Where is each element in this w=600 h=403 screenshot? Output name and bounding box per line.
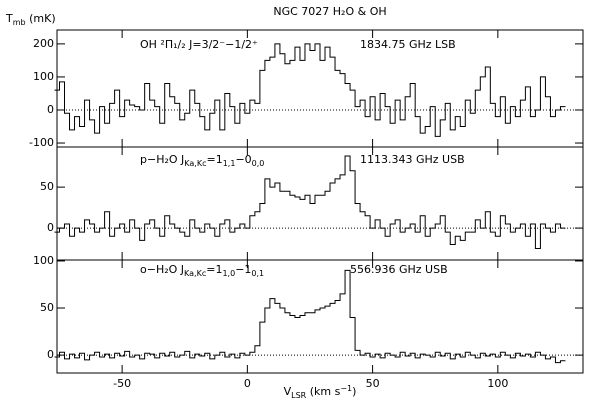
line-label-part: o−H₂O J xyxy=(140,263,184,276)
y-tick-label: 100 xyxy=(33,254,54,267)
line-label-part: 1,1 xyxy=(223,159,236,168)
x-tick-label: -50 xyxy=(113,377,131,390)
band-label: 556.936 GHz USB xyxy=(350,263,448,276)
y-tick-label: -100 xyxy=(29,136,54,149)
x-axis-label-part: −1 xyxy=(340,384,352,393)
line-label-part: =1 xyxy=(206,153,222,166)
x-axis-label: VLSR (km s−1) xyxy=(284,384,357,400)
spectrum xyxy=(54,155,566,250)
y-axis-label-part: mb xyxy=(13,18,26,27)
y-tick-label: 100 xyxy=(33,70,54,83)
y-tick-label: 50 xyxy=(40,180,54,193)
spectrum xyxy=(54,269,566,364)
line-label-part: −0 xyxy=(235,153,251,166)
panel-frame xyxy=(56,146,584,261)
line-label: p−H₂O JKa,Kc=11,1−00,0 xyxy=(140,153,264,168)
band-label: 1113.343 GHz USB xyxy=(360,153,465,166)
spectrum xyxy=(54,43,566,137)
line-label-part: 1,0 xyxy=(222,269,235,278)
x-axis-label-part: LSR xyxy=(291,391,307,400)
x-tick-label: 100 xyxy=(487,377,508,390)
chart-title: NGC 7027 H₂O & OH xyxy=(273,5,386,18)
line-label-part: OH ²Π₁/₂ J=3/2⁻−1/2⁺ xyxy=(140,38,258,51)
line-label-part: p−H₂O J xyxy=(140,153,184,166)
line-label: OH ²Π₁/₂ J=3/2⁻−1/2⁺ xyxy=(140,38,258,51)
x-axis-label-part: V xyxy=(284,385,292,398)
x-tick-label: 0 xyxy=(244,377,251,390)
line-label-part: Ka,Kc xyxy=(184,159,206,168)
y-axis-label: Tmb (mK) xyxy=(5,12,56,27)
y-tick-label: 0 xyxy=(47,103,54,116)
y-axis-label-part: (mK) xyxy=(26,12,56,25)
line-label-part: =1 xyxy=(206,263,222,276)
line-label-part: 0,0 xyxy=(252,159,265,168)
line-label-part: −1 xyxy=(235,263,251,276)
line-label: o−H₂O JKa,Kc=11,0−10,1 xyxy=(140,263,264,278)
panel-frame xyxy=(56,259,584,374)
y-axis-label-part: T xyxy=(5,12,13,25)
line-label-part: Ka,Kc xyxy=(184,269,206,278)
band-label: 1834.75 GHz LSB xyxy=(360,38,456,51)
y-tick-label: 0 xyxy=(47,348,54,361)
y-tick-label: 0 xyxy=(47,221,54,234)
y-tick-label: 50 xyxy=(40,301,54,314)
x-axis-label-part: (km s xyxy=(306,385,340,398)
y-tick-label: 200 xyxy=(33,37,54,50)
x-tick-label: 50 xyxy=(366,377,380,390)
x-axis-label-part: ) xyxy=(352,385,356,398)
line-label-part: 0,1 xyxy=(251,269,264,278)
